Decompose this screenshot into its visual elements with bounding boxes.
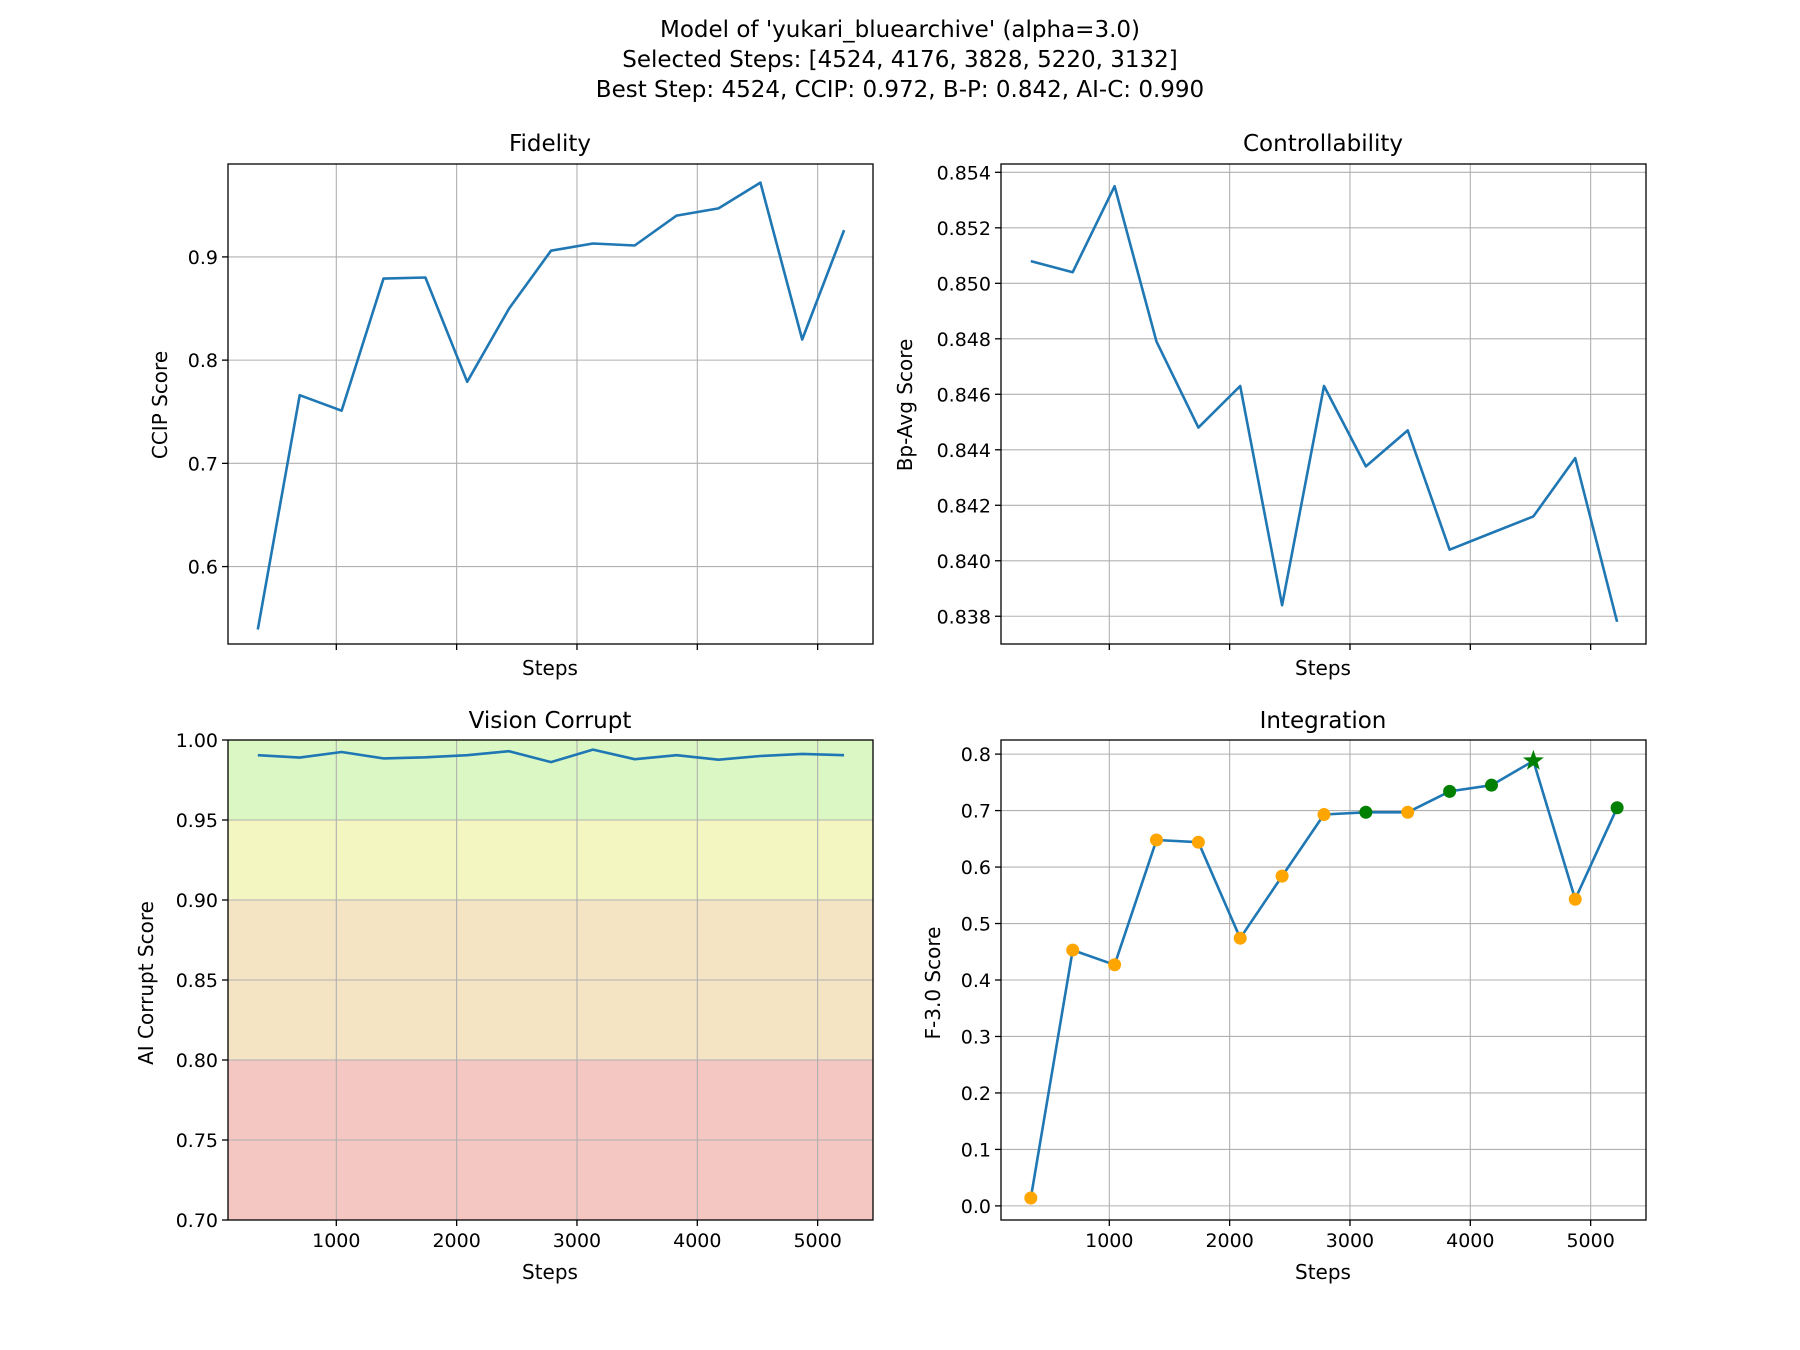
integration-ytick-label-6: 0.6 <box>961 857 991 879</box>
controllability-ylabel: Bp-Avg Score <box>893 339 917 472</box>
fidelity-title: Fidelity <box>509 131 591 157</box>
integration-selected-point-8 <box>1359 805 1373 819</box>
controllability-ytick-label-4: 0.846 <box>937 384 991 406</box>
fidelity-ytick-label-1: 0.7 <box>188 453 218 475</box>
integration-ytick-label-2: 0.2 <box>961 1083 991 1105</box>
figure-title-line-3: Best Step: 4524, CCIP: 0.972, B-P: 0.842… <box>596 77 1204 103</box>
figure-title-line-1: Model of 'yukari_bluearchive' (alpha=3.0… <box>660 17 1140 43</box>
vision-corrupt-xtick-label-2: 3000 <box>553 1230 601 1252</box>
controllability-ytick-label-2: 0.842 <box>937 495 991 517</box>
integration-point-1 <box>1066 943 1080 957</box>
integration-ytick-label-5: 0.5 <box>961 914 991 936</box>
controllability-ytick-label-8: 0.854 <box>937 162 991 184</box>
fidelity-ylabel: CCIP Score <box>148 351 172 459</box>
controllability-ytick-label-6: 0.850 <box>937 273 991 295</box>
fidelity-ytick-label-0: 0.6 <box>188 557 218 579</box>
vision-corrupt-band-3 <box>228 740 873 820</box>
figure-title-line-2: Selected Steps: [4524, 4176, 3828, 5220,… <box>622 47 1178 73</box>
controllability-ytick-label-0: 0.838 <box>937 606 991 628</box>
integration-selected-point-14 <box>1610 801 1624 815</box>
integration-ytick-label-4: 0.4 <box>961 970 991 992</box>
integration-point-2 <box>1108 958 1122 972</box>
integration-xtick-label-1: 2000 <box>1205 1230 1253 1252</box>
controllability-title: Controllability <box>1243 131 1403 157</box>
integration-selected-point-10 <box>1443 784 1457 798</box>
integration-point-9 <box>1401 805 1415 819</box>
integration-xtick-label-2: 3000 <box>1326 1230 1374 1252</box>
integration-point-6 <box>1275 869 1289 883</box>
integration-ylabel: F-3.0 Score <box>921 927 945 1040</box>
vision-corrupt-ytick-label-5: 0.95 <box>176 810 218 832</box>
vision-corrupt-xtick-label-4: 5000 <box>793 1230 841 1252</box>
integration-selected-point-11 <box>1484 778 1498 792</box>
vision-corrupt-series-line <box>257 748 845 764</box>
vision-corrupt-ytick-label-2: 0.80 <box>176 1050 218 1072</box>
fidelity-xlabel: Steps <box>522 656 578 680</box>
vision-corrupt-xtick-label-3: 4000 <box>673 1230 721 1252</box>
vision-corrupt-xlabel: Steps <box>522 1260 578 1284</box>
fidelity-axes-frame <box>227 163 874 645</box>
vision-corrupt-ytick-label-6: 1.00 <box>176 730 218 752</box>
controllability-series-line <box>1030 184 1619 623</box>
integration-point-5 <box>1233 931 1247 945</box>
integration-ytick-label-7: 0.7 <box>961 801 991 823</box>
vision-corrupt-ytick-label-3: 0.85 <box>176 970 218 992</box>
vision-corrupt-title: Vision Corrupt <box>469 708 632 734</box>
integration-xtick-label-3: 4000 <box>1446 1230 1494 1252</box>
vision-corrupt-band-2 <box>228 820 873 900</box>
vision-corrupt-ylabel: AI Corrupt Score <box>134 901 158 1065</box>
integration-best-step-star <box>1522 749 1544 770</box>
integration-xlabel: Steps <box>1295 1260 1351 1284</box>
controllability-ytick-label-7: 0.852 <box>937 218 991 240</box>
integration-ytick-label-1: 0.1 <box>961 1139 991 1161</box>
integration-point-7 <box>1317 808 1331 822</box>
integration-ytick-label-3: 0.3 <box>961 1026 991 1048</box>
vision-corrupt-panel: Vision Corrupt Steps AI Corrupt Score 10… <box>134 708 874 1284</box>
vision-corrupt-xtick-label-1: 2000 <box>432 1230 480 1252</box>
integration-ytick-label-8: 0.8 <box>961 744 991 766</box>
controllability-panel: Controllability Steps Bp-Avg Score 0.838… <box>893 131 1647 680</box>
vision-corrupt-ytick-label-4: 0.90 <box>176 890 218 912</box>
integration-point-3 <box>1149 833 1163 847</box>
fidelity-ytick-label-3: 0.9 <box>188 247 218 269</box>
integration-point-13 <box>1568 892 1582 906</box>
integration-ytick-label-0: 0.0 <box>961 1196 991 1218</box>
vision-corrupt-xtick-label-0: 1000 <box>312 1230 360 1252</box>
fidelity-series-line <box>256 181 846 630</box>
integration-title: Integration <box>1260 708 1387 734</box>
integration-xtick-label-4: 5000 <box>1566 1230 1614 1252</box>
fidelity-panel: Fidelity Steps CCIP Score 0.6 0.7 0.8 0.9 <box>148 131 874 680</box>
vision-corrupt-ytick-label-0: 0.70 <box>176 1210 218 1232</box>
integration-point-0 <box>1024 1191 1038 1205</box>
integration-xtick-label-0: 1000 <box>1085 1230 1133 1252</box>
integration-point-4 <box>1191 835 1205 849</box>
vision-corrupt-ytick-label-1: 0.75 <box>176 1130 218 1152</box>
controllability-xlabel: Steps <box>1295 656 1351 680</box>
fidelity-ytick-label-2: 0.8 <box>188 350 218 372</box>
controllability-ytick-label-1: 0.840 <box>937 551 991 573</box>
integration-panel: Integration Steps F-3.0 Score 1000 2000 30… <box>921 708 1647 1284</box>
controllability-ytick-label-5: 0.848 <box>937 329 991 351</box>
controllability-axes-frame <box>1000 163 1647 645</box>
controllability-ytick-label-3: 0.844 <box>937 440 991 462</box>
